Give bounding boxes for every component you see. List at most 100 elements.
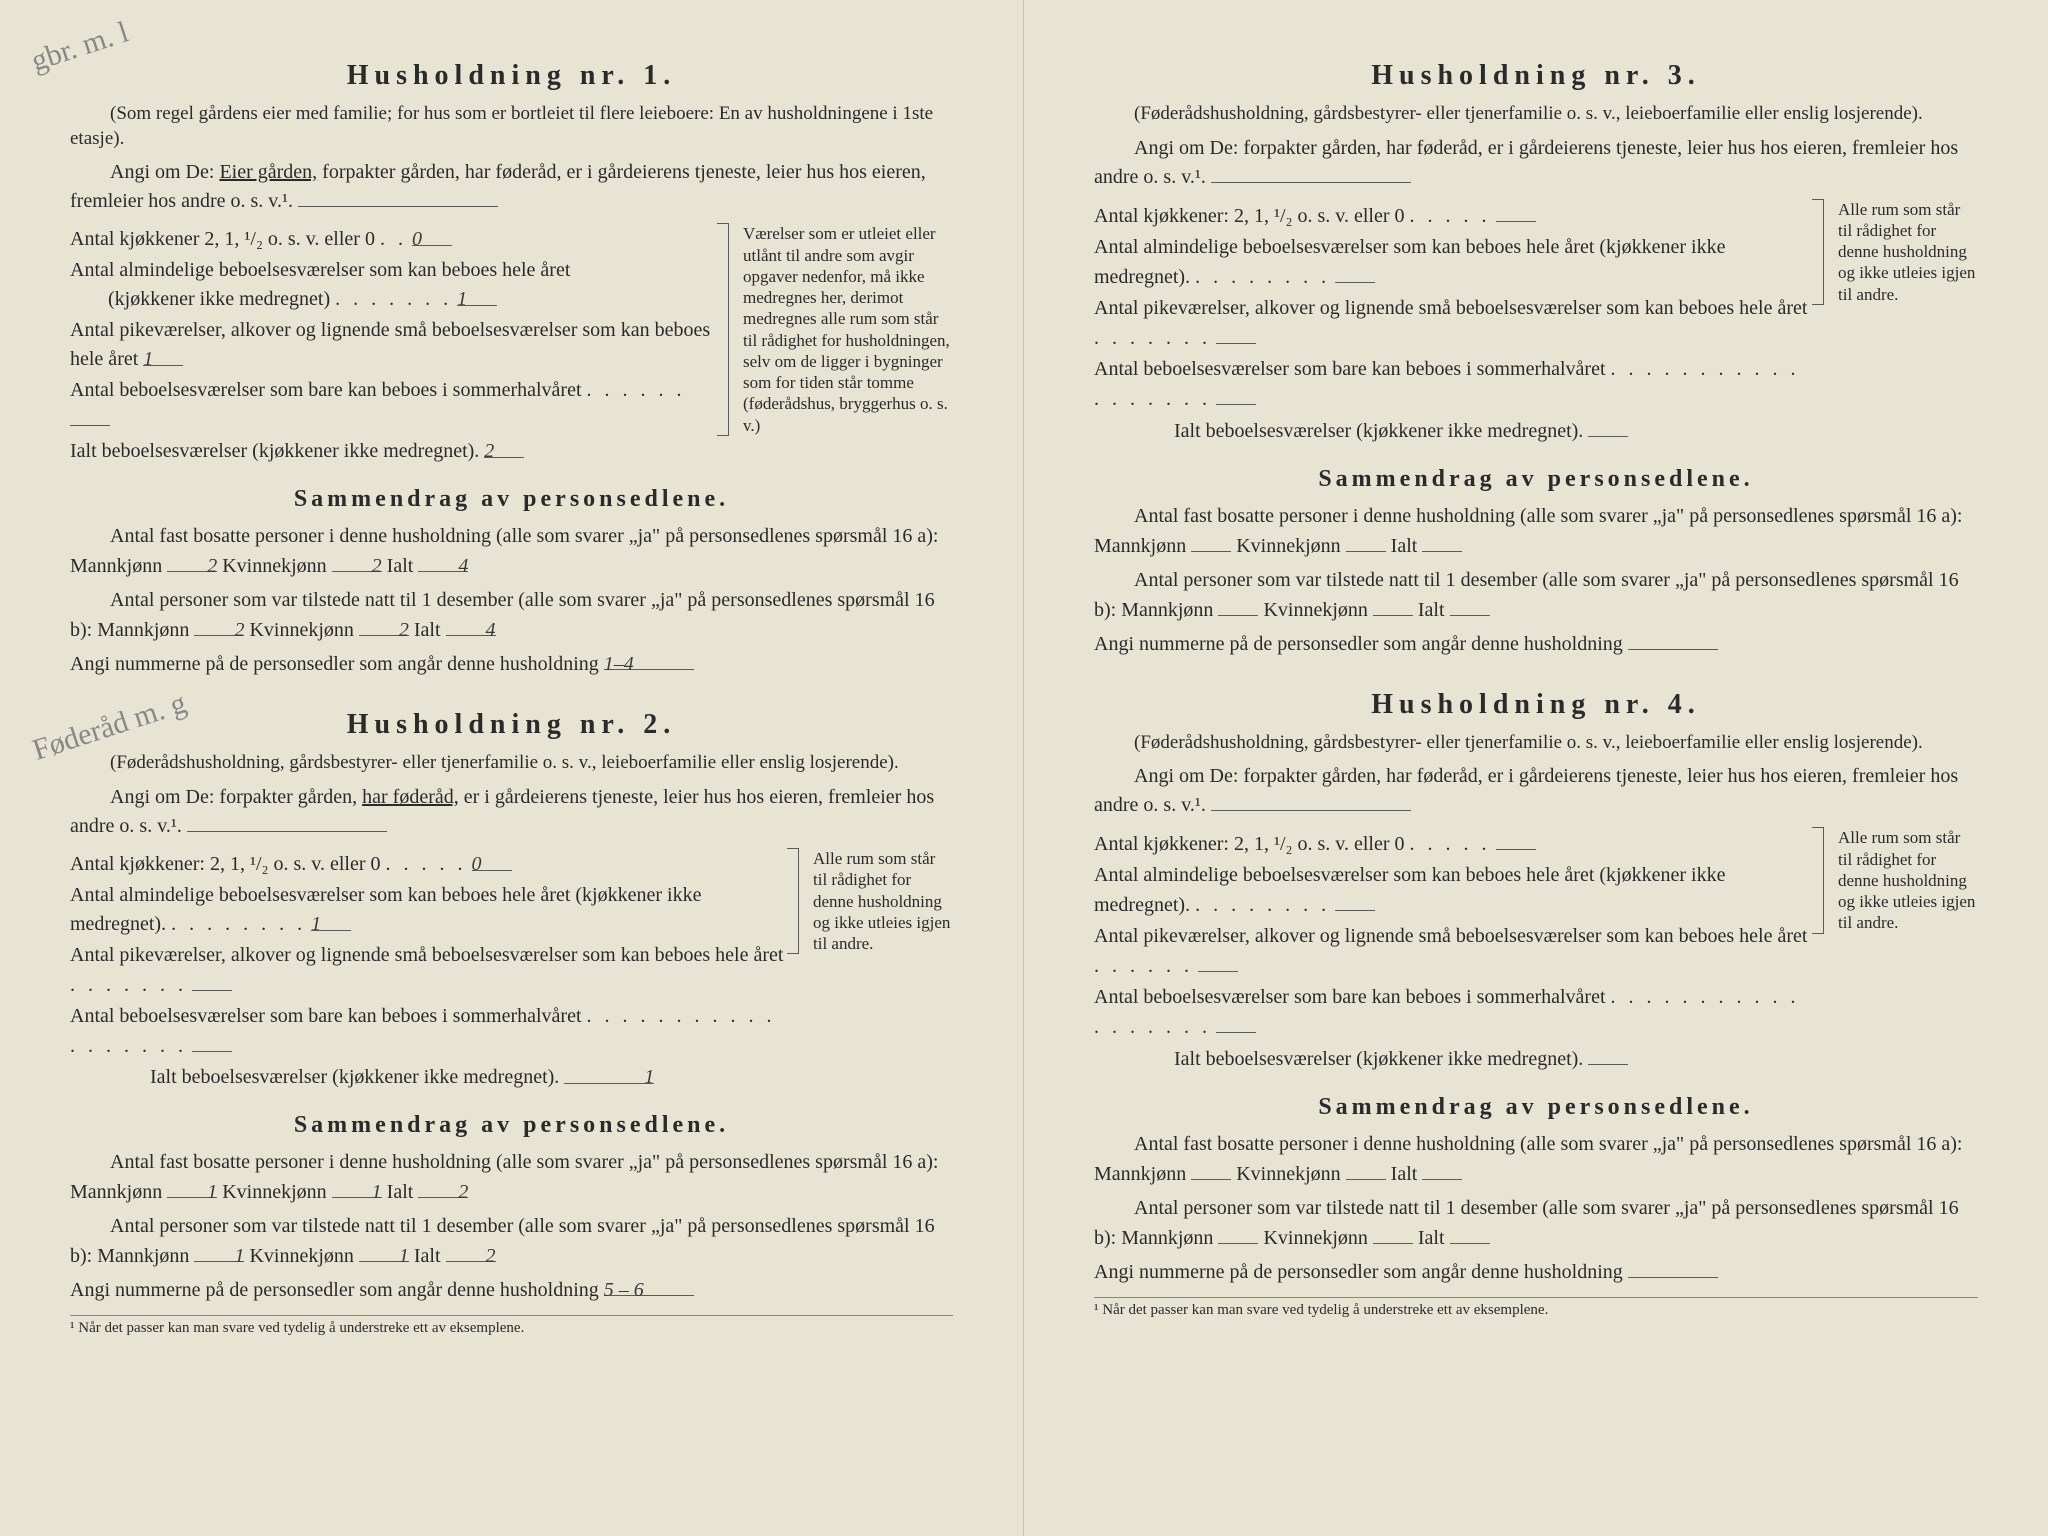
h1-sum-b-m[interactable]: 2 xyxy=(194,615,244,636)
h3-sum-b-m[interactable] xyxy=(1218,595,1258,616)
h1-v-kitchens[interactable]: 0 xyxy=(412,225,452,246)
h4-sum-num-val[interactable] xyxy=(1628,1257,1718,1278)
h4-v-kitchens[interactable] xyxy=(1496,829,1536,850)
h3-f-kitchens: Antal kjøkkener: 2, 1, ¹/₂ o. s. v. elle… xyxy=(1094,205,1405,227)
h1-sum-num-val[interactable]: 1–4 xyxy=(604,649,694,670)
h3-sum-num-label: Angi nummerne på de personsedler som ang… xyxy=(1094,633,1623,655)
h1-sum-b-t[interactable]: 4 xyxy=(446,615,496,636)
h3-sum-num: Angi nummerne på de personsedler som ang… xyxy=(1094,629,1978,659)
h2-v-total[interactable]: 1 xyxy=(564,1063,654,1084)
h2-sum-a-kv: Kvinnekjønn xyxy=(222,1181,326,1203)
h1-v-maid[interactable]: 1 xyxy=(143,345,183,366)
h2-prompt-blank[interactable] xyxy=(187,811,387,832)
h1-sum-title: Sammendrag av personsedlene. xyxy=(70,486,953,513)
h2-v-summer[interactable] xyxy=(192,1031,232,1052)
h2-sum-b-kv: Kvinnekjønn xyxy=(249,1245,353,1267)
h1-sum-b-ialt: Ialt xyxy=(414,619,441,641)
h3-sum-b-t[interactable] xyxy=(1450,595,1490,616)
h1-v-rooms[interactable]: 1 xyxy=(457,285,497,306)
h1-v-summer[interactable] xyxy=(70,405,110,426)
h1-prompt-blank[interactable] xyxy=(298,186,498,207)
h1-title: Husholdning nr. 1. xyxy=(70,60,953,92)
h2-sum-num-val[interactable]: 5 – 6 xyxy=(604,1275,694,1296)
h2-prompt-underlined: har føderåd, xyxy=(362,786,459,808)
h4-v-maid[interactable] xyxy=(1198,951,1238,972)
h1-sidenote: Værelser som er utleiet eller utlånt til… xyxy=(728,223,953,436)
h3-f-summer: Antal beboelsesværelser som bare kan beb… xyxy=(1094,358,1606,380)
h4-sidenote: Alle rum som står til rådighet for denne… xyxy=(1823,827,1978,933)
h1-sum-a-t[interactable]: 4 xyxy=(418,551,468,572)
h3-title: Husholdning nr. 3. xyxy=(1094,60,1978,92)
h3-f-total: Ialt beboelsesværelser (kjøkkener ikke m… xyxy=(1174,420,1583,442)
h4-prompt-blank[interactable] xyxy=(1211,790,1411,811)
h4-sum-a: Antal fast bosatte personer i denne hush… xyxy=(1094,1129,1978,1189)
household-1: Husholdning nr. 1. (Som regel gårdens ei… xyxy=(70,60,953,679)
h1-f-total: Ialt beboelsesværelser (kjøkkener ikke m… xyxy=(70,440,479,462)
h2-v-maid[interactable] xyxy=(192,970,232,991)
h3-sum-a-kv: Kvinnekjønn xyxy=(1236,535,1340,557)
h2-sum-b-m[interactable]: 1 xyxy=(194,1241,244,1262)
h3-v-rooms[interactable] xyxy=(1335,262,1375,283)
h2-title: Husholdning nr. 2. xyxy=(70,709,953,741)
h1-sum-a: Antal fast bosatte personer i denne hush… xyxy=(70,521,953,581)
h4-sum-a-ialt: Ialt xyxy=(1391,1163,1418,1185)
h3-sum-a-t[interactable] xyxy=(1422,531,1462,552)
h3-sum-a-k[interactable] xyxy=(1346,531,1386,552)
h3-sum-b-ialt: Ialt xyxy=(1418,599,1445,621)
h2-sum-b-t[interactable]: 2 xyxy=(446,1241,496,1262)
h3-sum-a-m[interactable] xyxy=(1191,531,1231,552)
h4-v-summer[interactable] xyxy=(1216,1012,1256,1033)
h1-sum-a-ialt: Ialt xyxy=(387,555,414,577)
h4-sum-b: Antal personer som var tilstede natt til… xyxy=(1094,1193,1978,1253)
h1-v-total[interactable]: 2 xyxy=(484,437,524,458)
h2-sum-num-label: Angi nummerne på de personsedler som ang… xyxy=(70,1279,599,1301)
h2-f-kitchens: Antal kjøkkener: 2, 1, ¹/₂ o. s. v. elle… xyxy=(70,853,381,875)
h1-prompt-pre: Angi om De: xyxy=(110,161,219,183)
h2-sum-b-k[interactable]: 1 xyxy=(359,1241,409,1262)
h4-sum-a-m[interactable] xyxy=(1191,1159,1231,1180)
left-page: gbr. m. l Husholdning nr. 1. (Som regel … xyxy=(0,0,1024,1536)
right-page: Husholdning nr. 3. (Føderådshusholdning,… xyxy=(1024,0,2048,1536)
h2-footnote: ¹ Når det passer kan man svare ved tydel… xyxy=(70,1315,953,1337)
h3-sum-b-k[interactable] xyxy=(1373,595,1413,616)
h2-sum-a-ialt: Ialt xyxy=(387,1181,414,1203)
h4-v-rooms[interactable] xyxy=(1335,890,1375,911)
h4-v-total[interactable] xyxy=(1588,1044,1628,1065)
h1-f-rooms: Antal almindelige beboelsesværelser som … xyxy=(70,259,570,281)
h4-subtitle: (Føderådshusholdning, gårdsbestyrer- ell… xyxy=(1094,731,1978,756)
h2-sum-a-m[interactable]: 1 xyxy=(167,1177,217,1198)
h1-sum-a-m[interactable]: 2 xyxy=(167,551,217,572)
h4-sum-a-t[interactable] xyxy=(1422,1159,1462,1180)
h3-sum-a: Antal fast bosatte personer i denne hush… xyxy=(1094,501,1978,561)
h3-v-maid[interactable] xyxy=(1216,323,1256,344)
h2-sum-a: Antal fast bosatte personer i denne hush… xyxy=(70,1147,953,1207)
h2-f-maid: Antal pikeværelser, alkover og lignende … xyxy=(70,944,783,966)
h2-sum-a-t[interactable]: 2 xyxy=(418,1177,468,1198)
h4-sum-b-t[interactable] xyxy=(1450,1223,1490,1244)
h4-sum-b-k[interactable] xyxy=(1373,1223,1413,1244)
h1-prompt-underlined: Eier gården, xyxy=(219,161,317,183)
h2-sum-b-ialt: Ialt xyxy=(414,1245,441,1267)
h3-prompt-blank[interactable] xyxy=(1211,162,1411,183)
h3-f-maid: Antal pikeværelser, alkover og lignende … xyxy=(1094,297,1807,319)
h4-prompt: Angi om De: forpakter gården, har føderå… xyxy=(1094,763,1978,819)
h4-sum-b-m[interactable] xyxy=(1218,1223,1258,1244)
h4-sum-a-k[interactable] xyxy=(1346,1159,1386,1180)
h1-sum-a-k[interactable]: 2 xyxy=(332,551,382,572)
h3-v-summer[interactable] xyxy=(1216,384,1256,405)
h4-sum-b-ialt: Ialt xyxy=(1418,1227,1445,1249)
h4-f-total: Ialt beboelsesværelser (kjøkkener ikke m… xyxy=(1174,1048,1583,1070)
h1-sum-b-k[interactable]: 2 xyxy=(359,615,409,636)
h4-f-rooms: Antal almindelige beboelsesværelser som … xyxy=(1094,864,1725,916)
h4-sum-a-kv: Kvinnekjønn xyxy=(1236,1163,1340,1185)
h2-v-kitchens[interactable]: 0 xyxy=(472,850,512,871)
h2-v-rooms[interactable]: 1 xyxy=(311,910,351,931)
h3-v-kitchens[interactable] xyxy=(1496,201,1536,222)
h2-f-total: Ialt beboelsesværelser (kjøkkener ikke m… xyxy=(150,1066,559,1088)
h3-sum-num-val[interactable] xyxy=(1628,629,1718,650)
h3-sum-b: Antal personer som var tilstede natt til… xyxy=(1094,565,1978,625)
h4-f-maid: Antal pikeværelser, alkover og lignende … xyxy=(1094,925,1807,947)
h3-sum-b-kv: Kvinnekjønn xyxy=(1263,599,1367,621)
h3-v-total[interactable] xyxy=(1588,416,1628,437)
h2-sum-a-k[interactable]: 1 xyxy=(332,1177,382,1198)
